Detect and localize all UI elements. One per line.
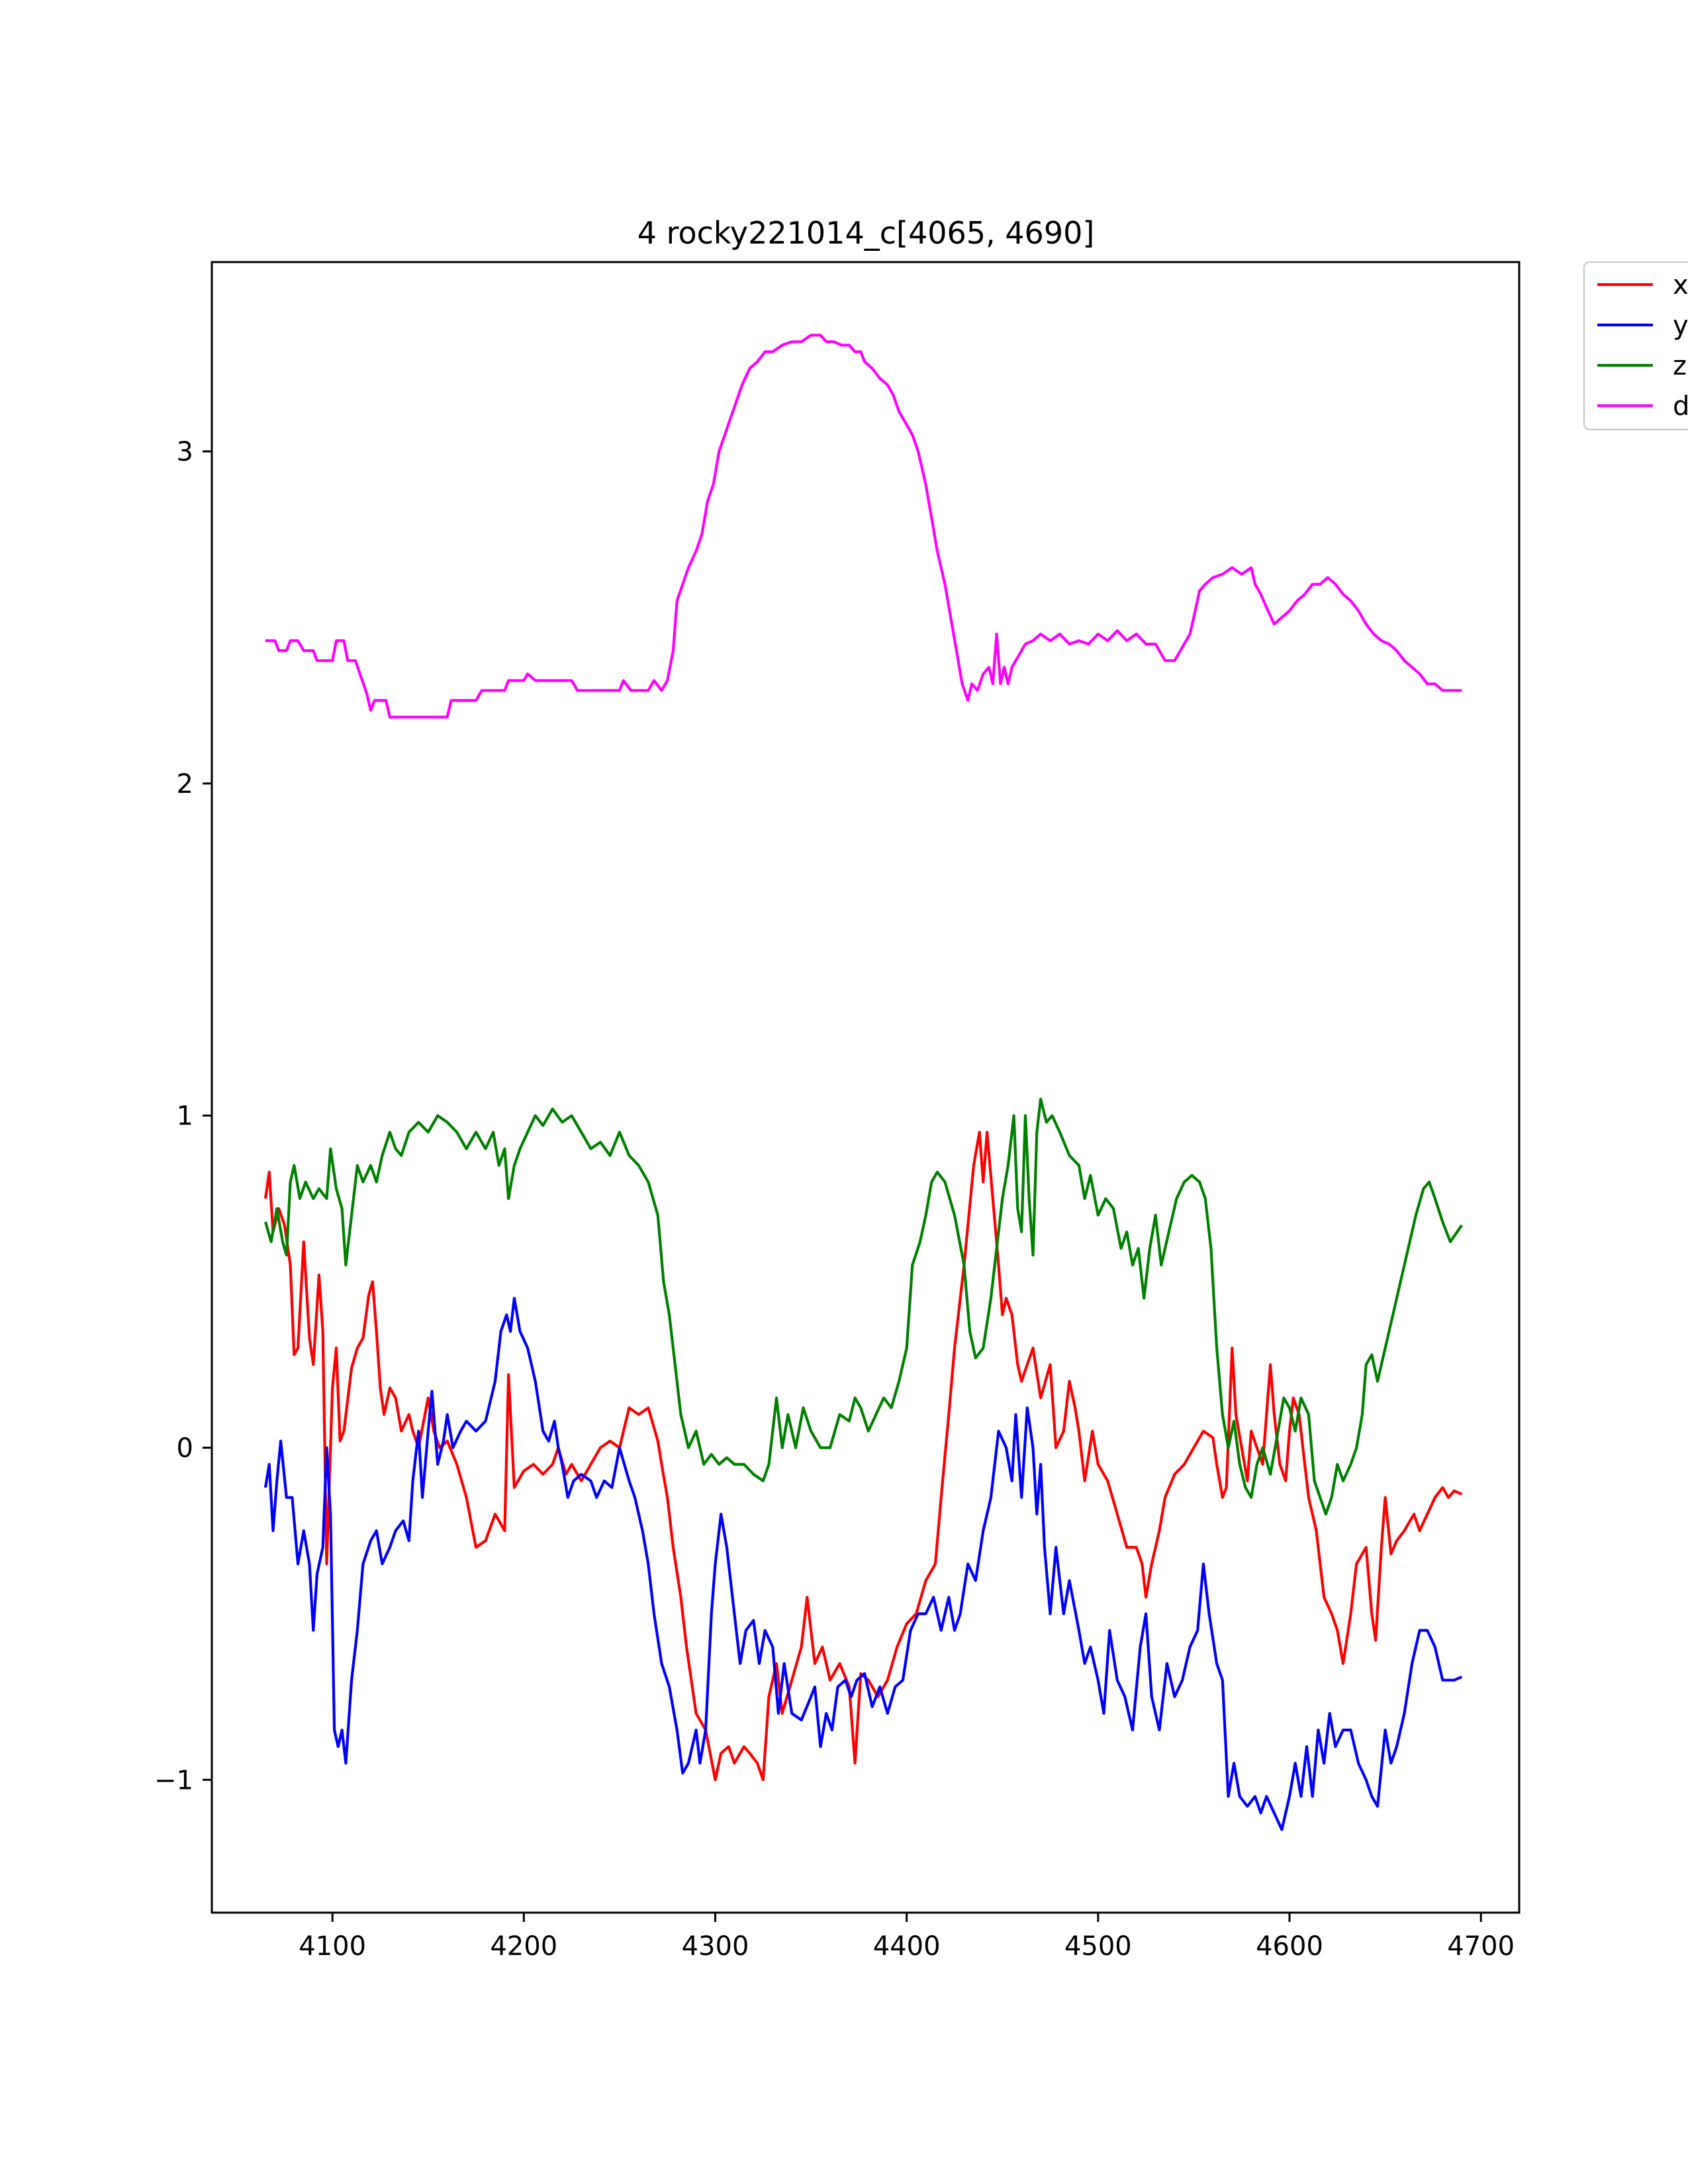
plot-frame: [211, 261, 1521, 1914]
series-line-x: [263, 1130, 1463, 1782]
legend-label-y: y: [1673, 310, 1688, 341]
legend-label-x: x: [1673, 270, 1688, 300]
x-tick-label: 4500: [1064, 1931, 1132, 1962]
y-tick-label: −1: [154, 1765, 193, 1796]
x-tick-label: 4100: [299, 1931, 366, 1962]
y-tick-label: 0: [177, 1433, 193, 1463]
y-tick-label: 1: [177, 1101, 193, 1132]
legend-label-z: z: [1673, 351, 1687, 381]
series-line-z: [263, 1097, 1464, 1516]
axis-layer: 4100 4200 4300 4400 4500 4600 4700 −1 0 1 2 3: [154, 437, 1515, 1962]
x-tick-label: 4700: [1447, 1931, 1515, 1962]
y-tick-label: 3: [177, 437, 193, 467]
x-tick-label: 4600: [1256, 1931, 1323, 1962]
x-tick-label: 4400: [873, 1931, 941, 1962]
x-tick-label: 4300: [682, 1931, 749, 1962]
series-layer: [263, 334, 1464, 1831]
legend-label-d: d: [1673, 391, 1688, 422]
chart-title: 4 rocky221014_c[4065, 4690]: [637, 215, 1095, 251]
x-tick-label: 4200: [490, 1931, 557, 1962]
y-tick-label: 2: [177, 769, 193, 799]
series-line-d: [265, 334, 1462, 719]
series-line-y: [263, 1297, 1463, 1831]
legend-box: [1583, 261, 1688, 431]
